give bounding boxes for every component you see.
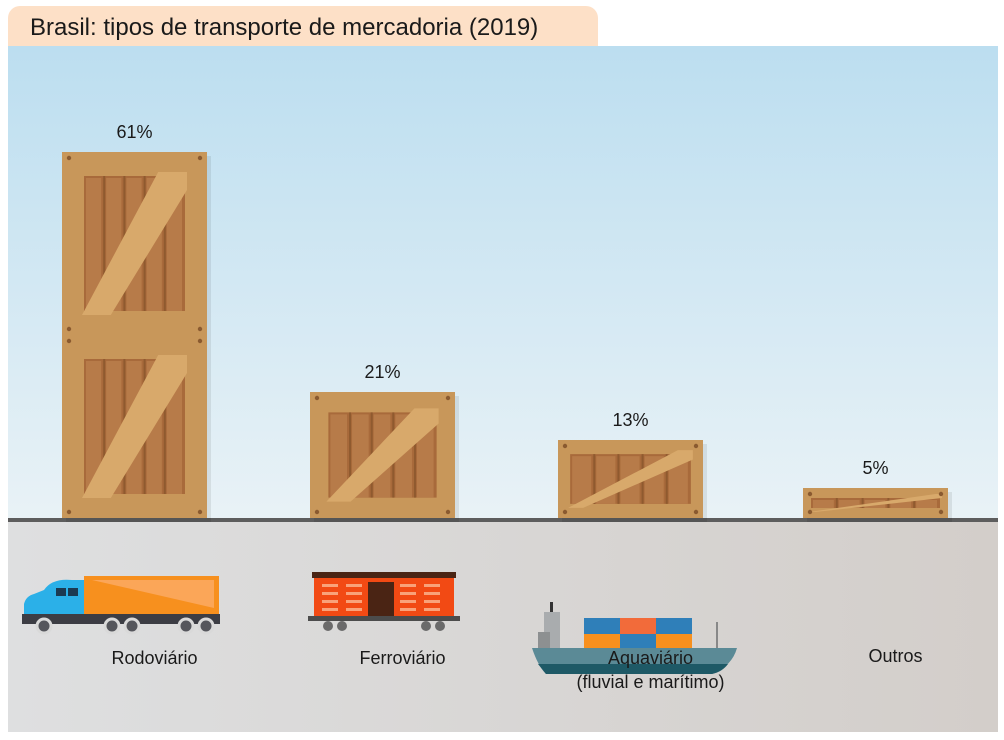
category-label: Ferroviário [359, 648, 446, 668]
category-label: Aquaviário [607, 648, 694, 668]
container-ship-icon [532, 602, 737, 674]
train-wagon-icon [308, 572, 460, 631]
crate-bar-rodoviário [62, 152, 211, 522]
value-label: 61% [116, 122, 153, 142]
crate-bar-outros [803, 488, 952, 522]
crate-bar-ferroviário [310, 392, 459, 522]
chart-title: Brasil: tipos de transporte de mercadori… [30, 14, 539, 41]
crate-bars [62, 152, 952, 522]
truck-icon [22, 576, 220, 635]
crate-bar-aquaviário [558, 440, 707, 522]
value-label: 21% [364, 362, 401, 382]
category-label: Rodoviário [111, 648, 198, 668]
category-label: Outros [868, 646, 923, 666]
title-tab: Brasil: tipos de transporte de mercadori… [8, 6, 598, 47]
ground-background [8, 520, 998, 732]
chart-panel: 61% 21% 13% 5% Rod [8, 46, 998, 732]
value-label: 13% [612, 410, 649, 430]
category-sublabel: (fluvial e marítimo) [576, 672, 725, 692]
value-label: 5% [862, 458, 889, 478]
baseline [8, 518, 998, 522]
